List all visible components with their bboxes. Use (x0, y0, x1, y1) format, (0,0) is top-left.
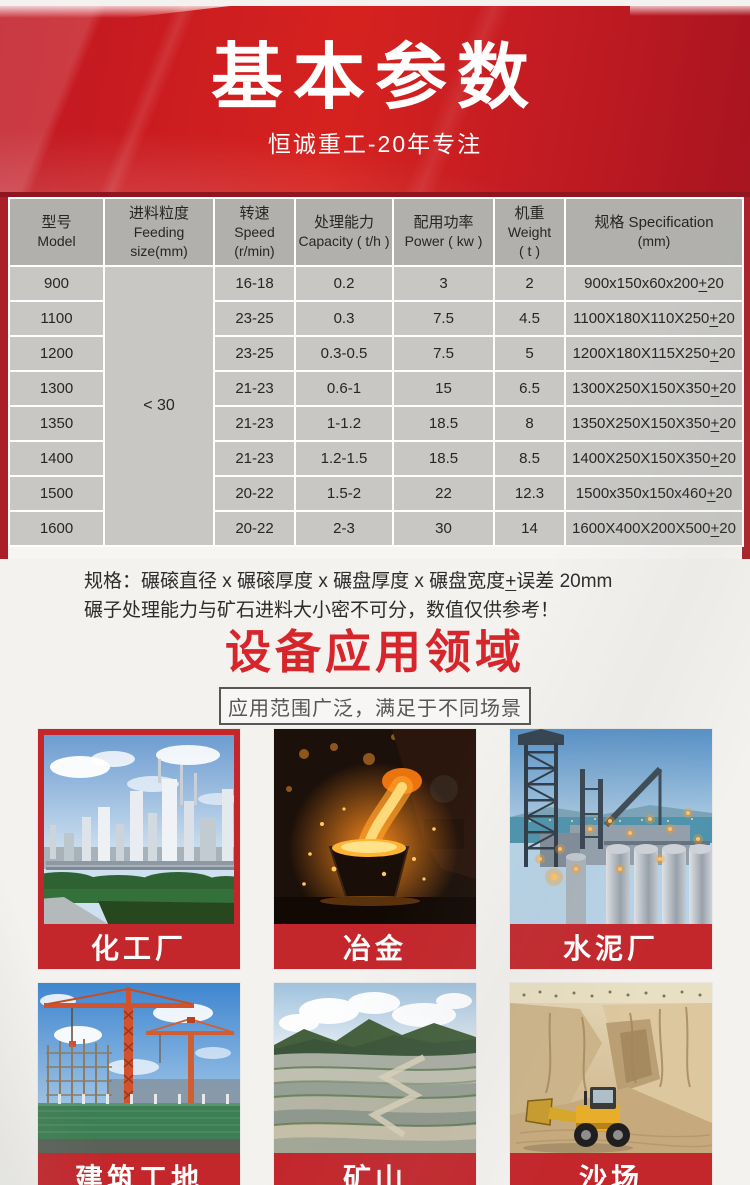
capacity-cell: 0.6-1 (294, 370, 394, 407)
app-card-metallurgy: 冶金 (274, 729, 476, 969)
note-line-1: 规格：碾磙直径 x 碾磙厚度 x 碾盘厚度 x 碾盘宽度+误差 20mm (84, 571, 613, 592)
model-cell: 1500 (8, 475, 105, 512)
app-card-mine: 矿山 (274, 983, 476, 1185)
model-cell: 1300 (8, 370, 105, 407)
applications-grid-row-1: 化工厂 (0, 729, 750, 969)
col-header-feeding-size: 进料粒度 Feeding size(mm) (103, 197, 215, 267)
app-label-construction-site: 建筑工地 (38, 1153, 240, 1185)
table-row: 1100 23-25 0.3 7.5 4.5 1100X180X110X250+… (8, 300, 744, 337)
specification-cell: 1400X250X150X350+20 (564, 440, 744, 477)
model-cell: 1600 (8, 510, 105, 547)
power-cell: 22 (392, 475, 495, 512)
construction-site-image (38, 983, 240, 1153)
capacity-cell: 0.3 (294, 300, 394, 337)
app-card-construction-site: 建筑工地 (38, 983, 240, 1185)
weight-cell: 5 (493, 335, 566, 372)
note-line-2: 碾子处理能力与矿石进料大小密不可分，数值仅供参考！ (84, 600, 560, 621)
table-row: 900 < 30 16-18 0.2 3 2 900x150x60x200+20 (8, 265, 744, 547)
speed-cell: 21-23 (213, 405, 296, 442)
specification-cell: 1200X180X115X250+20 (564, 335, 744, 372)
model-cell: 1350 (8, 405, 105, 442)
capacity-cell: 1.2-1.5 (294, 440, 394, 477)
speed-cell: 20-22 (213, 475, 296, 512)
col-header-model: 型号 Model (8, 197, 105, 267)
applications-subtitle-box: 应用范围广泛，满足于不同场景 (219, 687, 531, 725)
cement-plant-image (510, 729, 712, 924)
table-notes: 规格：碾磙直径 x 碾磙厚度 x 碾盘厚度 x 碾盘宽度+误差 20mm 碾子处… (0, 559, 750, 625)
model-cell: 900 (8, 265, 105, 302)
col-header-weight: 机重 Weight( t ) (493, 197, 566, 267)
metallurgy-image (274, 729, 476, 924)
specification-cell: 1500x350x150x460+20 (564, 475, 744, 512)
table-row: 1400 21-23 1.2-1.5 18.5 8.5 1400X250X150… (8, 440, 744, 477)
weight-cell: 2 (493, 265, 566, 302)
app-label-mine: 矿山 (274, 1153, 476, 1185)
speed-cell: 21-23 (213, 370, 296, 407)
weight-cell: 14 (493, 510, 566, 547)
speed-cell: 21-23 (213, 440, 296, 477)
table-row: 1350 21-23 1-1.2 18.5 8 1350X250X150X350… (8, 405, 744, 442)
app-label-sand-yard: 沙场 (510, 1153, 712, 1185)
table-header-row: 型号 Model 进料粒度 Feeding size(mm) 转速 Speed (r/m… (8, 197, 744, 267)
capacity-cell: 1.5-2 (294, 475, 394, 512)
power-cell: 3 (392, 265, 495, 302)
spec-table: 型号 Model 进料粒度 Feeding size(mm) 转速 Speed (r/m… (8, 197, 744, 547)
speed-cell: 16-18 (213, 265, 296, 302)
weight-cell: 8 (493, 405, 566, 442)
weight-cell: 6.5 (493, 370, 566, 407)
specification-cell: 1350X250X150X350+20 (564, 405, 744, 442)
header-banner: 基本参数 恒诚重工-20年专注 (0, 6, 750, 197)
speed-cell: 20-22 (213, 510, 296, 547)
power-cell: 7.5 (392, 335, 495, 372)
model-cell: 1200 (8, 335, 105, 372)
app-label-chemical-plant: 化工厂 (38, 924, 240, 969)
weight-cell: 8.5 (493, 440, 566, 477)
speed-cell: 23-25 (213, 335, 296, 372)
power-cell: 18.5 (392, 405, 495, 442)
power-cell: 30 (392, 510, 495, 547)
chemical-plant-image (38, 729, 240, 924)
page-subtitle: 恒诚重工-20年专注 (267, 131, 483, 157)
table-row: 1200 23-25 0.3-0.5 7.5 5 1200X180X115X25… (8, 335, 744, 372)
app-label-metallurgy: 冶金 (274, 924, 476, 969)
col-header-speed: 转速 Speed (r/min) (213, 197, 296, 267)
power-cell: 15 (392, 370, 495, 407)
table-row: 1500 20-22 1.5-2 22 12.3 1500x350x150x46… (8, 475, 744, 512)
capacity-cell: 0.3-0.5 (294, 335, 394, 372)
app-card-chemical-plant: 化工厂 (38, 729, 240, 969)
specification-cell: 1600X400X200X500+20 (564, 510, 744, 547)
model-cell: 1400 (8, 440, 105, 477)
app-card-sand-yard: 沙场 (510, 983, 712, 1185)
specification-cell: 1300X250X150X350+20 (564, 370, 744, 407)
table-row: 1300 21-23 0.6-1 15 6.5 1300X250X150X350… (8, 370, 744, 407)
model-cell: 1100 (8, 300, 105, 337)
feeding-size-cell: < 30 (103, 265, 215, 547)
col-header-capacity: 处理能力 Capacity ( t/h ) (294, 197, 394, 267)
applications-title: 设备应用领域 (225, 626, 525, 678)
app-label-cement-plant: 水泥厂 (510, 924, 712, 969)
capacity-cell: 0.2 (294, 265, 394, 302)
capacity-cell: 1-1.2 (294, 405, 394, 442)
power-cell: 7.5 (392, 300, 495, 337)
app-card-cement-plant: 水泥厂 (510, 729, 712, 969)
specification-cell: 1100X180X110X250+20 (564, 300, 744, 337)
applications-grid-row-2: 建筑工地 (0, 983, 750, 1185)
specification-cell: 900x150x60x200+20 (564, 265, 744, 302)
power-cell: 18.5 (392, 440, 495, 477)
mine-image (274, 983, 476, 1153)
speed-cell: 23-25 (213, 300, 296, 337)
page-title: 基本参数 (210, 38, 539, 118)
sand-yard-image (510, 983, 712, 1153)
spec-table-zone: 型号 Model 进料粒度 Feeding size(mm) 转速 Speed (r/m… (0, 197, 750, 559)
weight-cell: 4.5 (493, 300, 566, 337)
weight-cell: 12.3 (493, 475, 566, 512)
capacity-cell: 2-3 (294, 510, 394, 547)
col-header-specification: 规格 Specification (mm) (564, 197, 744, 267)
table-row: 1600 20-22 2-3 30 14 1600X400X200X500+20 (8, 510, 744, 547)
col-header-power: 配用功率 Power ( kw ) (392, 197, 495, 267)
